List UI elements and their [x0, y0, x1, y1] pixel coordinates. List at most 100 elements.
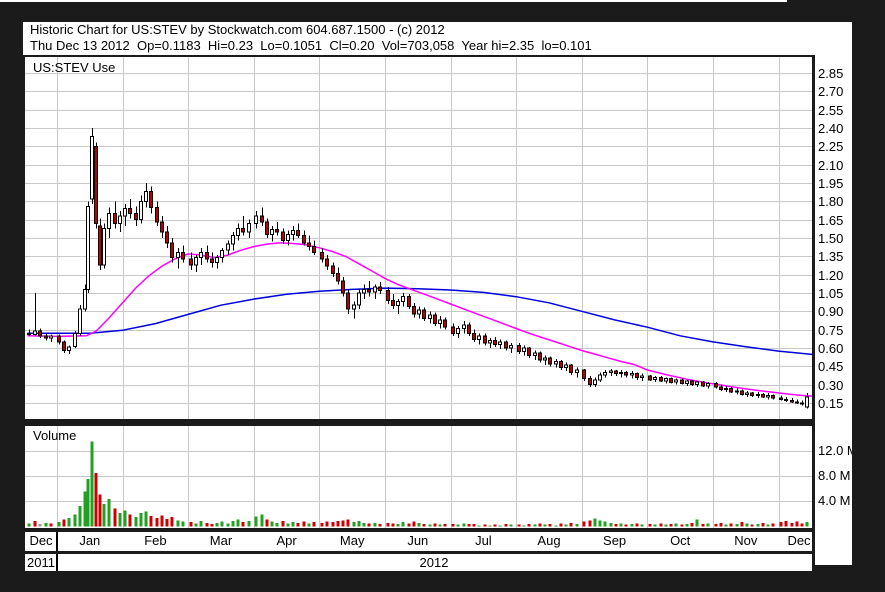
- volume-bar: [373, 522, 377, 527]
- candle-down: [795, 401, 799, 404]
- volume-bar: [102, 504, 106, 527]
- candle-down: [784, 398, 788, 401]
- candle-down: [771, 395, 775, 399]
- candle-up: [664, 378, 668, 382]
- volume-bar: [630, 524, 634, 527]
- volume-bar: [509, 524, 513, 527]
- candle-down: [690, 380, 694, 386]
- candle-up: [456, 328, 460, 334]
- volume-bar: [181, 521, 185, 527]
- price-chart: [25, 57, 812, 419]
- volume-tick-label: 4.0 M: [818, 493, 851, 508]
- candle-down: [189, 258, 193, 266]
- candle-up: [428, 314, 432, 320]
- candle-up: [67, 346, 71, 351]
- volume-bar: [391, 523, 395, 527]
- month-label: Dec: [29, 533, 53, 548]
- volume-bar: [614, 524, 618, 527]
- candle-down: [378, 286, 382, 292]
- price-tick-label: 1.35: [818, 249, 844, 264]
- month-label: Feb: [144, 533, 167, 548]
- volume-bar: [205, 522, 209, 527]
- month-label: Mar: [209, 533, 233, 548]
- candle-down: [714, 382, 718, 388]
- candle-down: [412, 306, 416, 315]
- price-tick-label: 2.25: [818, 139, 844, 154]
- price-tick-label: 0.75: [818, 323, 844, 338]
- candle-down: [761, 393, 765, 398]
- volume-bar: [504, 524, 508, 527]
- candle-down: [467, 324, 471, 334]
- volume-bar: [134, 517, 138, 527]
- volume-bar: [784, 520, 788, 527]
- candle-up: [118, 215, 122, 224]
- candle-down: [38, 330, 42, 337]
- month-label: Sep: [603, 533, 627, 548]
- candle-up: [603, 371, 607, 376]
- volume-bar: [367, 523, 371, 527]
- volume-bar: [750, 524, 754, 527]
- candle-down: [729, 387, 733, 393]
- volume-bar: [533, 524, 537, 527]
- candle-down: [472, 332, 476, 340]
- candle-down: [296, 230, 300, 237]
- candle-down: [210, 258, 214, 264]
- volume-bar: [325, 521, 329, 527]
- candle-up: [199, 252, 203, 259]
- ma-fast-line: [27, 242, 812, 397]
- candle-down: [451, 326, 455, 334]
- candle-down: [614, 370, 618, 375]
- candle-up: [226, 243, 230, 251]
- candle-up: [598, 374, 602, 381]
- candle-down: [341, 280, 345, 294]
- header-title: Historic Chart for US:STEV by Stockwatch…: [30, 22, 445, 37]
- price-tick-label: 2.85: [818, 66, 844, 81]
- volume-bar: [210, 524, 214, 527]
- candle-up: [373, 286, 377, 293]
- price-tick-label: 2.70: [818, 84, 844, 99]
- volume-bar: [320, 522, 324, 527]
- volume-bar: [564, 524, 568, 527]
- candle-up: [417, 309, 421, 315]
- candle-down: [265, 221, 269, 235]
- volume-bar: [149, 515, 153, 527]
- candle-down: [181, 252, 185, 260]
- volume-bar: [640, 524, 644, 527]
- candle-down: [559, 361, 563, 369]
- candle-down: [624, 371, 628, 376]
- volume-bar: [609, 522, 613, 527]
- month-label: Jul: [475, 533, 492, 548]
- volume-bar: [312, 522, 316, 527]
- volume-bar: [569, 522, 573, 527]
- volume-bar: [467, 524, 471, 527]
- candle-down: [800, 402, 804, 405]
- volume-bar: [735, 524, 739, 527]
- candle-down: [569, 364, 573, 373]
- month-label: Aug: [537, 533, 561, 548]
- candle-up: [176, 252, 180, 259]
- volume-bar: [33, 520, 37, 527]
- volume-bar: [761, 522, 765, 527]
- volume-bar: [443, 524, 447, 527]
- candle-down: [648, 375, 652, 381]
- volume-bar: [226, 523, 230, 527]
- volume-bar: [189, 522, 193, 527]
- candle-up: [706, 382, 710, 387]
- volume-bar: [254, 516, 258, 527]
- candle-down: [635, 373, 639, 378]
- volume-chart: [25, 426, 812, 528]
- candle-up: [352, 304, 356, 310]
- volume-bar: [729, 523, 733, 527]
- volume-bar: [624, 524, 628, 527]
- volume-bar: [341, 520, 345, 527]
- volume-bar: [648, 524, 652, 527]
- volume-bar: [690, 522, 694, 527]
- price-tick-label: 2.55: [818, 103, 844, 118]
- candle-up: [215, 257, 219, 264]
- volume-bar: [199, 520, 203, 527]
- volume-bar: [795, 521, 799, 527]
- candle-up: [220, 249, 224, 259]
- volume-bar: [378, 524, 382, 527]
- volume-bar: [155, 517, 159, 527]
- candle-up: [83, 288, 87, 310]
